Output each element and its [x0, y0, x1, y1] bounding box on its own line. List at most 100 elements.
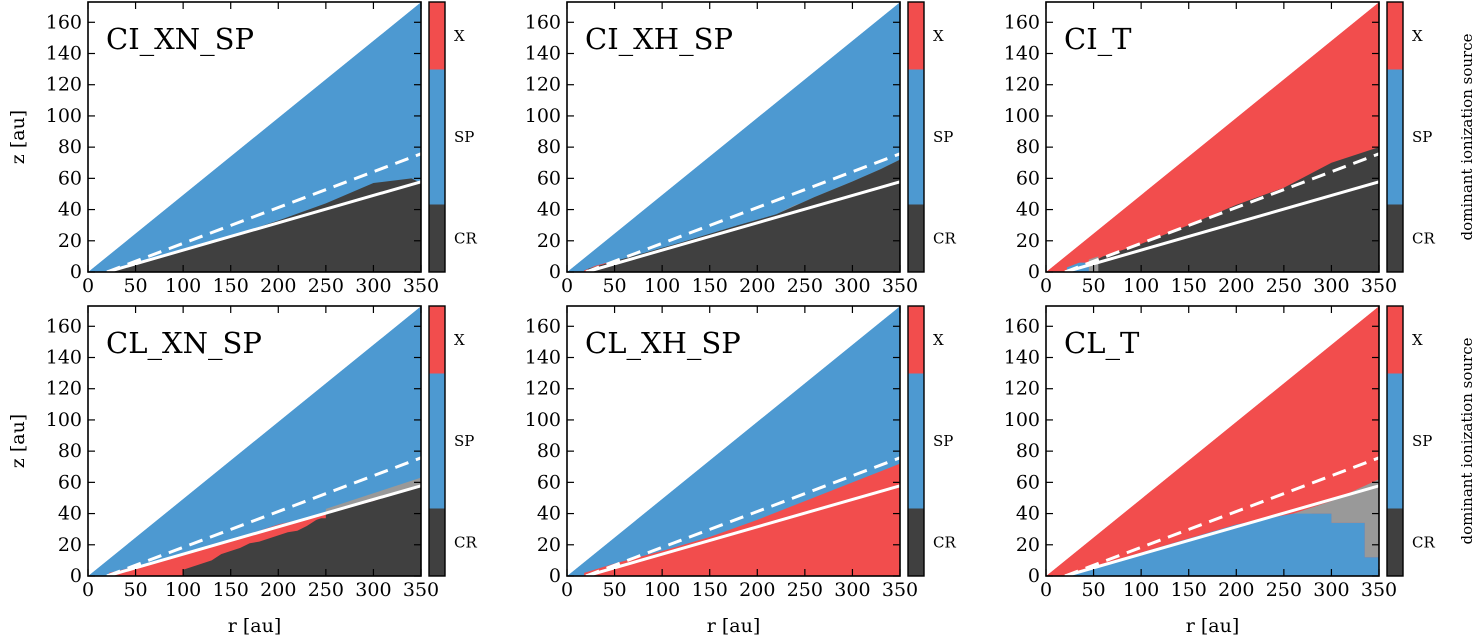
colorbar-label: X	[454, 331, 465, 349]
x-tick-label: 50	[123, 579, 147, 601]
y-tick-label: 40	[537, 503, 561, 525]
x-tick-label: 250	[308, 579, 344, 601]
x-tick-label: 0	[561, 579, 573, 601]
x-tick-label: 50	[1081, 275, 1105, 297]
colorbar-label: SP	[933, 128, 953, 146]
region-cr	[587, 159, 900, 272]
y-tick-label: 140	[1004, 43, 1040, 65]
colorbar-segment-x	[908, 306, 924, 374]
region-cr	[107, 178, 421, 272]
colorbar-label: SP	[454, 128, 474, 146]
x-tick-label: 50	[1081, 579, 1105, 601]
colorbar-segment-x	[1387, 306, 1403, 374]
y-tick-label: 120	[525, 74, 561, 96]
x-tick-label: 300	[355, 275, 391, 297]
y-tick-label: 100	[525, 105, 561, 127]
y-tick-label: 40	[58, 503, 82, 525]
y-tick-label: 140	[46, 347, 82, 369]
y-tick-label: 160	[525, 11, 561, 33]
x-axis-title: r [au]	[1186, 615, 1240, 637]
colorbar-segment-sp	[429, 69, 445, 205]
x-tick-label: 200	[260, 275, 296, 297]
x-tick-label: 100	[165, 579, 201, 601]
y-tick-label: 60	[537, 167, 561, 189]
panel-cl-xn-sp: 0 50 100 150 200 250 300 350 0 20 40 60 80 100 120 140 1…	[7, 305, 477, 637]
x-tick-label: 150	[213, 275, 249, 297]
solid-reference-line	[585, 180, 901, 274]
colorbar-label: CR	[1412, 533, 1435, 551]
x-tick-label: 100	[1123, 579, 1159, 601]
x-tick-label: 100	[165, 275, 201, 297]
y-tick-label: 160	[46, 11, 82, 33]
colorbar-segment-x	[1387, 2, 1403, 70]
colorbar-segment-cr	[908, 204, 924, 272]
colorbar-segment-sp	[1387, 373, 1403, 509]
x-tick-label: 0	[1040, 275, 1052, 297]
x-tick-label: 300	[1313, 579, 1349, 601]
solid-reference-line	[585, 484, 901, 578]
x-axis-title: r [au]	[228, 615, 282, 637]
y-tick-label: 0	[549, 261, 561, 283]
y-tick-label: 60	[58, 167, 82, 189]
dashed-reference-line	[585, 456, 901, 578]
x-tick-label: 100	[644, 579, 680, 601]
y-tick-label: 160	[1004, 11, 1040, 33]
plot-frame	[1045, 305, 1380, 577]
y-tick-label: 0	[70, 565, 82, 587]
dashed-reference-line	[106, 456, 422, 578]
panel-title: CL_XH_SP	[585, 326, 741, 361]
colorbar: X SP CR	[428, 1, 477, 273]
colorbar-label: X	[454, 27, 465, 45]
x-tick-label: 350	[1361, 579, 1397, 601]
y-tick-label: 80	[1016, 440, 1040, 462]
panel-cl-t: 0 50 100 150 200 250 300 350 0 20 40 60 80 100 120 140 1…	[1004, 305, 1476, 637]
colorbar-segment-sp	[1387, 69, 1403, 205]
solid-reference-line	[106, 484, 422, 578]
x-tick-label: 50	[602, 579, 626, 601]
y-tick-label: 20	[1016, 230, 1040, 252]
x-tick-label: 150	[692, 275, 728, 297]
colorbar-label: SP	[454, 432, 474, 450]
y-tick-label: 60	[1016, 471, 1040, 493]
dashed-reference-line	[1064, 152, 1380, 274]
colorbar-segment-x	[429, 2, 445, 70]
plot-frame	[566, 1, 901, 273]
y-tick-label: 160	[525, 315, 561, 337]
x-tick-label: 200	[1218, 579, 1254, 601]
colorbar-label: SP	[933, 432, 953, 450]
colorbar-title: dominant ionization source	[1458, 33, 1476, 240]
x-tick-label: 0	[82, 579, 94, 601]
x-tick-label: 200	[739, 275, 775, 297]
y-tick-label: 160	[1004, 315, 1040, 337]
panel-title: CL_XN_SP	[106, 326, 262, 361]
x-tick-label: 0	[561, 275, 573, 297]
colorbar-label: X	[1412, 331, 1423, 349]
region-gray	[1293, 479, 1379, 558]
y-tick-label: 40	[58, 199, 82, 221]
colorbar-label: CR	[1412, 229, 1435, 247]
x-tick-label: 150	[213, 579, 249, 601]
colorbar-label: X	[933, 27, 944, 45]
y-tick-label: 60	[537, 471, 561, 493]
colorbar-label: SP	[1412, 432, 1432, 450]
x-tick-label: 300	[1313, 275, 1349, 297]
y-tick-label: 0	[1028, 261, 1040, 283]
dashed-reference-line	[1064, 456, 1380, 578]
panel-title: CI_XH_SP	[585, 22, 733, 57]
y-tick-label: 20	[58, 534, 82, 556]
y-tick-label: 120	[46, 74, 82, 96]
x-tick-label: 200	[260, 579, 296, 601]
y-tick-label: 80	[1016, 136, 1040, 158]
plot-frame	[87, 305, 422, 577]
x-tick-label: 250	[308, 275, 344, 297]
x-tick-label: 350	[403, 275, 439, 297]
dashed-reference-line	[106, 152, 422, 274]
x-tick-label: 350	[403, 579, 439, 601]
plot-frame	[87, 1, 422, 273]
colorbar-segment-cr	[429, 204, 445, 272]
x-tick-label: 100	[644, 275, 680, 297]
colorbar-segment-cr	[1387, 204, 1403, 272]
colorbar-segment-x	[908, 2, 924, 70]
x-tick-label: 300	[355, 579, 391, 601]
y-tick-label: 140	[525, 43, 561, 65]
